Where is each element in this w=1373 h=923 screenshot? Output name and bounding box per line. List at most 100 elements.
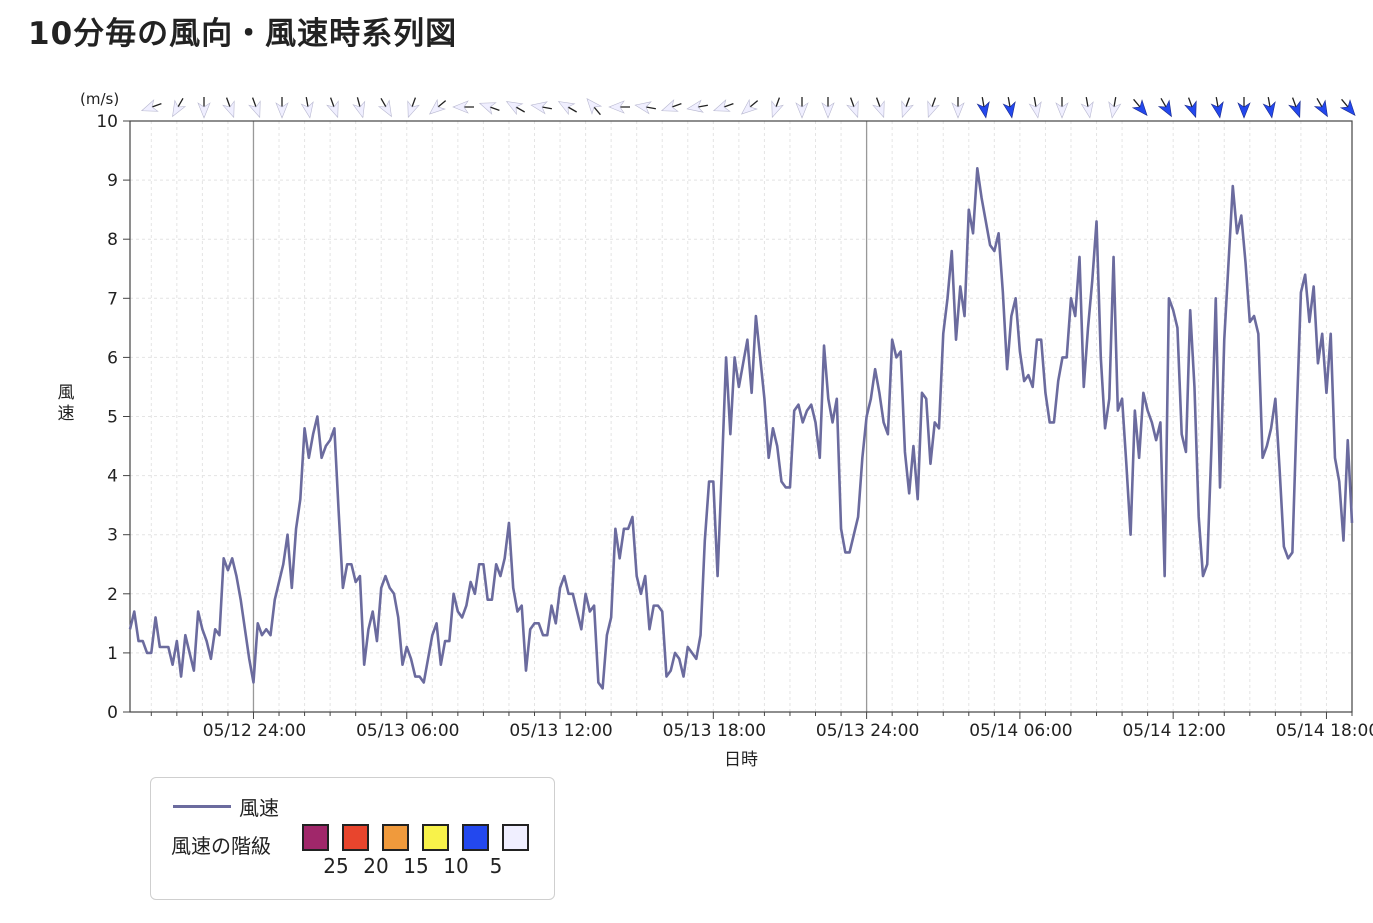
wind-direction-arrow [927,97,940,119]
arrow-head [795,102,809,119]
speed-class-threshold-label: 25 [323,854,349,878]
x-tick-label: 05/13 24:00 [816,721,919,741]
page-title: 10分毎の風向・風速時系列図 [28,16,458,52]
wind-direction-arrow [586,97,603,116]
y-axis-unit: (m/s) [80,90,119,108]
wind-direction-arrow [740,98,759,115]
arrow-head [222,100,235,119]
arrow-head [478,102,497,115]
wind-direction-arrow [1210,97,1224,119]
arrow-head [608,100,625,114]
wind-direction-arrow [951,97,965,119]
arrow-head [1237,102,1251,119]
wind-direction-row [140,97,1356,119]
arrow-head [846,100,859,119]
wind-direction-arrow [1237,97,1251,119]
wind-direction-arrow [248,97,261,119]
x-tick-label: 05/13 18:00 [663,721,766,741]
wind-direction-arrow [1262,97,1276,119]
legend-series-name: 風速 [239,796,279,820]
arrow-head [1262,101,1276,119]
arrow-head [740,98,758,115]
speed-class-swatch [382,824,409,851]
series-layer [128,166,1354,690]
arrow-head [1055,102,1069,119]
wind-direction-arrow [872,97,885,119]
arrow-head [530,101,548,115]
wind-direction-arrow [300,97,314,119]
y-tick-label: 6 [107,348,118,368]
arrow-head [1339,99,1356,117]
arrow-head [927,100,940,119]
arrow-head [951,102,965,119]
y-axis-title: 風 [58,383,75,403]
wind-direction-arrow [1131,98,1148,117]
arrow-head [505,101,524,116]
wind-direction-arrow [771,97,784,119]
wind-direction-arrow [1313,98,1328,118]
wind-direction-arrow [686,99,708,113]
y-tick-label: 5 [107,408,118,428]
series-line-wind-speed [128,166,1354,690]
arrow-head [557,101,576,116]
wind-direction-arrow [377,98,392,118]
arrow-head [197,102,211,119]
y-tick-label: 8 [107,230,118,250]
wind-direction-arrow [326,97,339,119]
wind-direction-arrow [557,101,577,116]
wind-direction-arrow [795,97,809,119]
arrow-head [140,99,159,112]
wind-direction-arrow [608,100,630,114]
wind-direction-arrow [1184,97,1197,119]
speed-class-threshold-label: 15 [403,854,429,878]
y-tick-label: 10 [96,112,118,132]
wind-direction-arrow [821,97,835,119]
wind-direction-arrow [660,99,682,112]
x-axis-title: 日時 [724,750,758,770]
arrow-head [275,102,289,119]
speed-class-swatch [302,824,329,851]
x-tick-label: 05/14 06:00 [969,721,1072,741]
y-tick-label: 0 [107,703,118,723]
wind-direction-arrow [275,97,289,119]
grid-layer [130,121,1353,712]
arrow-head [428,98,446,115]
x-tick-label: 05/14 12:00 [1122,721,1225,741]
wind-direction-arrow [222,97,235,119]
speed-class-swatch [502,824,529,851]
arrow-head [1028,101,1042,119]
wind-direction-arrow [1080,97,1094,119]
x-tick-label: 05/13 06:00 [356,721,459,741]
legend-line-swatch [173,805,231,808]
speed-class-swatch [422,824,449,851]
wind-direction-arrow [452,100,474,114]
wind-direction-arrow [976,97,990,119]
speed-class-swatch [342,824,369,851]
wind-direction-arrow [172,98,187,118]
arrow-head [377,99,392,118]
plot-frame [129,120,1353,713]
arrow-head [352,100,366,119]
wind-chart: 0 1 2 3 4 5 6 7 8 9 10 05/12 24:00 05/13 06:00 05/13 … [58,90,1373,770]
legend-series-entry: 風速 [173,792,279,821]
speed-class-threshold-label: 5 [489,854,503,878]
arrow-head [326,100,339,119]
arrow-head [586,97,603,115]
arrow-head [634,101,652,115]
wind-direction-arrow [140,99,162,112]
arrow-head [771,100,784,119]
wind-direction-arrow [1002,97,1016,119]
y-axis-title-2: 速 [58,404,75,424]
wind-direction-arrow [1108,97,1122,119]
wind-direction-arrow [712,99,734,112]
wind-direction-arrow [505,101,525,116]
arrow-head [1157,99,1172,118]
arrow-head [1288,100,1301,119]
arrow-head [1131,99,1148,117]
arrow-head [1184,100,1197,119]
y-tick-label: 4 [107,467,118,487]
speed-class-threshold-label: 20 [363,854,389,878]
legend: 風速 風速の階級 25 20 15 10 5 [150,777,555,900]
arrow-head [300,101,314,119]
wind-direction-arrow [478,102,500,115]
